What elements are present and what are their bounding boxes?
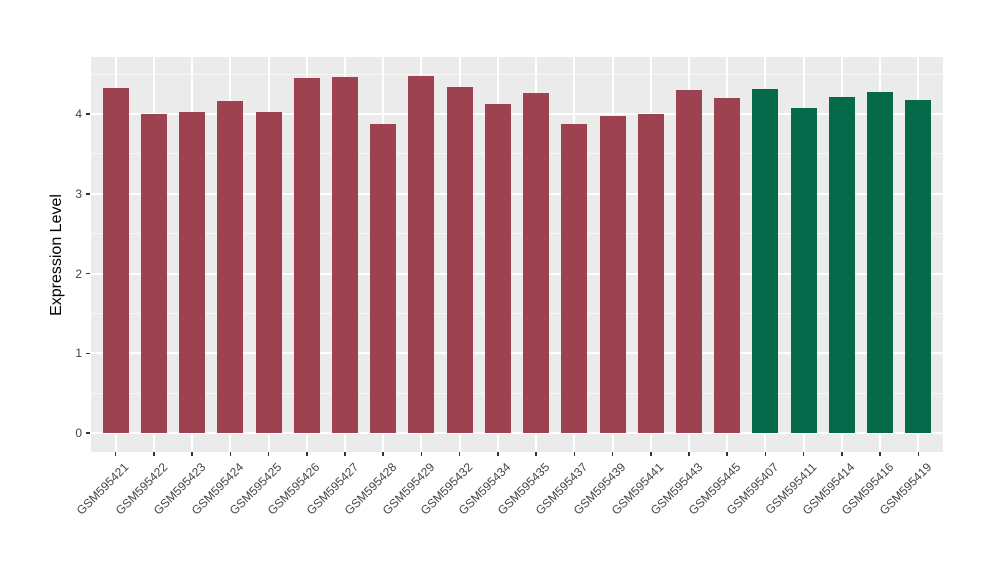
bar-GSM595426 xyxy=(293,78,320,433)
x-tick-mark-GSM595445 xyxy=(726,452,728,456)
bar-GSM595427 xyxy=(332,76,358,433)
x-tick-mark-GSM595424 xyxy=(229,452,232,456)
bar-GSM595432 xyxy=(446,86,473,433)
bar-GSM595411 xyxy=(790,107,817,433)
x-tick-mark-GSM595419 xyxy=(917,452,920,456)
gridline-minor-y0.5 xyxy=(91,392,943,394)
x-tick-mark-GSM595426 xyxy=(306,452,308,456)
gridline-major-y4 xyxy=(91,113,943,115)
plot-panel xyxy=(91,57,943,452)
bar-GSM595435 xyxy=(523,93,550,433)
x-tick-mark-GSM595435 xyxy=(535,452,537,456)
x-tick-mark-GSM595427 xyxy=(344,452,346,456)
gridline-minor-y4.5 xyxy=(91,73,943,75)
bar-GSM595407 xyxy=(752,89,779,433)
bar-GSM595422 xyxy=(140,114,167,433)
x-tick-mark-GSM595429 xyxy=(420,452,423,456)
x-tick-mark-GSM595441 xyxy=(650,452,652,456)
y-tick-label-1: 1 xyxy=(75,346,82,361)
x-tick-mark-GSM595425 xyxy=(267,452,270,456)
bar-GSM595423 xyxy=(179,112,206,433)
bar-GSM595424 xyxy=(217,101,244,433)
gridline-major-y0 xyxy=(91,432,943,434)
y-tick-mark-2 xyxy=(86,272,90,275)
y-tick-label-0: 0 xyxy=(75,426,82,440)
gridline-minor-y1.5 xyxy=(91,312,943,314)
x-tick-mark-GSM595407 xyxy=(764,452,767,456)
x-tick-mark-GSM595434 xyxy=(497,452,499,456)
y-tick-label-4: 4 xyxy=(75,107,82,121)
bar-GSM595434 xyxy=(484,104,511,433)
bar-GSM595421 xyxy=(102,88,129,433)
x-tick-mark-GSM595421 xyxy=(114,452,117,456)
bar-GSM595416 xyxy=(867,92,894,433)
y-axis-title: Expression Level xyxy=(48,193,65,316)
x-tick-mark-GSM595432 xyxy=(458,452,461,456)
y-tick-mark-1 xyxy=(86,352,90,354)
x-tick-mark-GSM595423 xyxy=(191,452,193,456)
gridline-major-y1 xyxy=(91,352,943,355)
gridline-minor-y2.5 xyxy=(91,233,943,235)
bar-GSM595419 xyxy=(905,99,932,433)
bar-GSM595425 xyxy=(255,112,282,433)
bar-GSM595414 xyxy=(828,97,855,433)
x-tick-mark-GSM595428 xyxy=(382,452,384,456)
x-tick-mark-GSM595437 xyxy=(573,452,576,456)
gridline-minor-y3.5 xyxy=(91,153,943,155)
x-tick-mark-GSM595443 xyxy=(688,452,690,456)
y-tick-label-2: 2 xyxy=(75,266,82,281)
gridline-major-y2 xyxy=(91,272,943,275)
bar-GSM595428 xyxy=(370,123,397,433)
y-tick-label-3: 3 xyxy=(75,186,82,201)
x-tick-mark-GSM595416 xyxy=(879,452,881,456)
bar-GSM595439 xyxy=(599,115,626,433)
y-tick-mark-3 xyxy=(86,193,90,195)
bar-GSM595429 xyxy=(408,75,435,433)
bar-GSM595445 xyxy=(714,98,741,433)
gridline-major-y3 xyxy=(91,192,943,195)
x-tick-mark-GSM595439 xyxy=(611,452,614,456)
y-tick-mark-0 xyxy=(86,432,90,434)
bar-GSM595441 xyxy=(637,114,664,433)
bar-GSM595443 xyxy=(675,90,702,433)
x-tick-mark-GSM595411 xyxy=(802,452,805,456)
y-tick-mark-4 xyxy=(86,113,90,115)
x-tick-mark-GSM595422 xyxy=(153,452,155,456)
x-tick-mark-GSM595414 xyxy=(841,452,843,456)
bar-GSM595437 xyxy=(561,124,588,433)
